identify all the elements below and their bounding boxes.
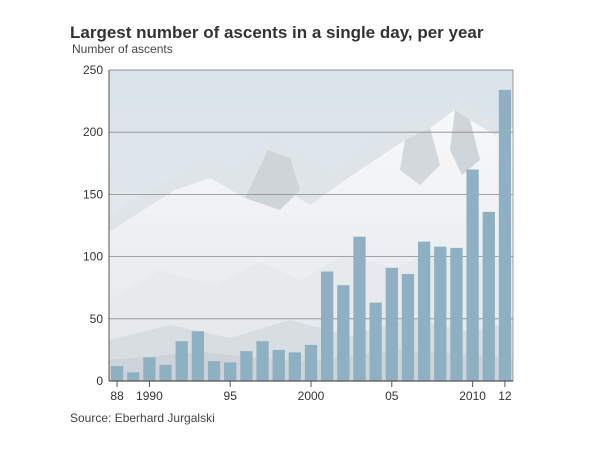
bar-1989 [127,372,140,381]
bar-2009 [450,247,463,381]
bar-1999 [288,352,301,381]
source-note: Source: Eberhard Jurgalski [70,411,215,425]
bar-1991 [159,364,172,381]
y-tick-label-150: 150 [83,187,103,201]
y-tick-label-0: 0 [96,374,103,388]
x-tick-label-2000: 2000 [298,389,325,403]
bar-1995 [224,362,237,381]
x-tick-label-1988: 88 [110,389,124,403]
bar-2008 [434,246,447,381]
bar-1988 [110,366,124,381]
y-axis-label: Number of ascents [72,42,173,56]
bar-1993 [191,331,205,381]
bar-2010 [466,169,479,381]
bar-1992 [175,341,188,381]
bars [110,89,512,382]
x-tick-label-1995: 95 [224,389,238,403]
chart-title: Largest number of ascents in a single da… [70,23,484,42]
bar-2003 [353,236,366,381]
x-tick-label-1990: 1990 [136,389,163,403]
y-tick-label-200: 200 [83,125,103,139]
bar-2005 [385,267,398,381]
x-tick-label-2005: 05 [385,389,399,403]
bar-1998 [272,349,285,381]
bar-2006 [401,274,415,381]
bar-2002 [337,285,350,381]
bar-2000 [304,344,318,381]
bar-2001 [321,271,334,381]
y-tick-label-50: 50 [90,312,104,326]
bar-2004 [369,302,382,381]
y-tick-label-100: 100 [83,250,103,264]
y-tick-label-250: 250 [83,63,103,77]
bar-1990 [143,357,156,381]
x-tick-label-2010: 2010 [459,389,486,403]
y-tick-labels: 0 50 100 150 200 250 [83,63,103,388]
bar-1994 [207,361,221,381]
bar-2012 [498,89,512,382]
bar-2011 [482,211,495,381]
bar-1997 [256,341,269,381]
x-tick-labels: 88 1990 95 2000 05 2010 12 [110,381,512,403]
bar-1996 [240,351,253,381]
x-tick-label-2012: 12 [498,389,512,403]
bar-2007 [417,241,431,381]
